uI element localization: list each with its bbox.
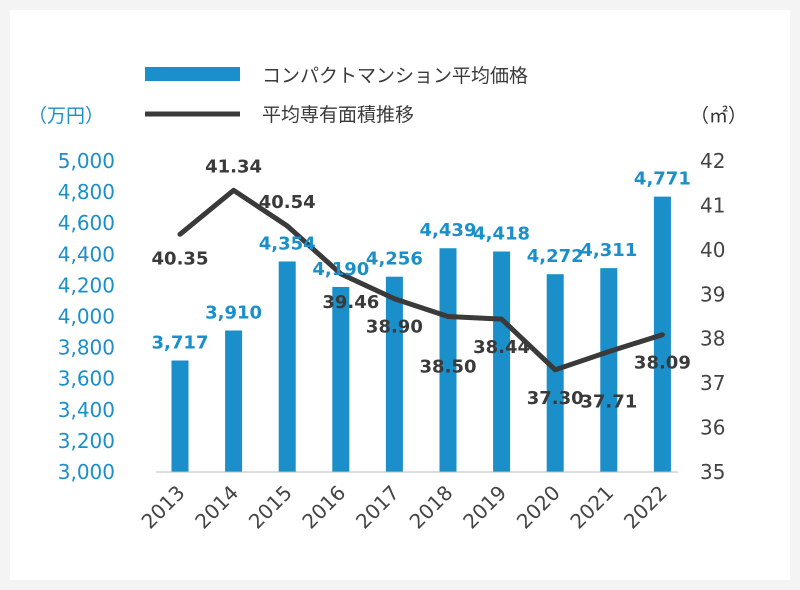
bar-2014 bbox=[225, 330, 243, 472]
y-right-tick-label: 39 bbox=[700, 282, 725, 306]
bar-value-label: 3,717 bbox=[152, 333, 209, 354]
line-value-label: 40.54 bbox=[259, 192, 316, 213]
bar-2016 bbox=[332, 286, 350, 472]
legend-bar-swatch bbox=[145, 67, 240, 81]
bar-value-label: 4,256 bbox=[366, 249, 423, 270]
line-value-label: 39.46 bbox=[322, 292, 379, 313]
bar-2015 bbox=[278, 261, 296, 472]
bar-value-label: 4,354 bbox=[259, 233, 316, 254]
bar-2019 bbox=[493, 251, 511, 472]
chart-svg: コンパクトマンション平均価格 平均専有面積推移 （万円） （㎡） 5,000 4,… bbox=[28, 65, 747, 534]
line-value-label: 38.50 bbox=[420, 357, 477, 378]
y-left-tick-label: 3,400 bbox=[58, 398, 115, 422]
line-series bbox=[177, 187, 665, 373]
bar-2017 bbox=[385, 276, 403, 472]
line-value-label: 38.90 bbox=[366, 317, 423, 338]
y-left-tick-label: 4,600 bbox=[58, 211, 115, 235]
line-value-label: 38.09 bbox=[634, 353, 691, 374]
bar-series bbox=[171, 196, 671, 472]
y-right-tick-label: 40 bbox=[700, 238, 725, 262]
y-left-tick-label: 4,400 bbox=[58, 242, 115, 266]
bar-value-label: 4,272 bbox=[527, 246, 584, 267]
line-value-label: 37.30 bbox=[527, 388, 584, 409]
y-left-unit: （万円） bbox=[28, 105, 104, 127]
y-right-tick-label: 42 bbox=[700, 149, 725, 173]
bar-value-label: 4,439 bbox=[420, 220, 477, 241]
x-tick-label: 2021 bbox=[565, 481, 618, 534]
x-tick-label: 2022 bbox=[619, 481, 672, 534]
y-right-tick-label: 41 bbox=[700, 193, 725, 217]
bar-value-label: 3,910 bbox=[205, 302, 262, 323]
y-left-tick-label: 4,000 bbox=[58, 305, 115, 329]
y-left-ticks: 5,000 4,800 4,600 4,400 4,200 4,000 3,800 3,600… bbox=[58, 149, 115, 484]
bar-2013 bbox=[171, 360, 189, 472]
x-tick-label: 2014 bbox=[190, 481, 243, 534]
bar-value-label: 4,771 bbox=[634, 169, 691, 190]
x-tick-label: 2015 bbox=[244, 481, 297, 534]
y-left-tick-label: 3,800 bbox=[58, 336, 115, 360]
legend-bar-label: コンパクトマンション平均価格 bbox=[262, 65, 528, 87]
x-tick-label: 2016 bbox=[297, 481, 350, 534]
y-left-tick-label: 3,600 bbox=[58, 367, 115, 391]
y-right-tick-label: 36 bbox=[700, 416, 725, 440]
bar-2018 bbox=[439, 248, 457, 472]
x-tick-label: 2018 bbox=[405, 481, 458, 534]
legend-line-label: 平均専有面積推移 bbox=[262, 104, 414, 126]
line-value-label: 37.71 bbox=[580, 392, 637, 413]
chart-card: コンパクトマンション平均価格 平均専有面積推移 （万円） （㎡） 5,000 4,… bbox=[10, 10, 790, 580]
y-left-tick-label: 4,800 bbox=[58, 180, 115, 204]
area-trend-line bbox=[177, 187, 665, 373]
y-left-tick-label: 5,000 bbox=[58, 149, 115, 173]
x-tick-label: 2020 bbox=[512, 481, 565, 534]
y-left-tick-label: 3,200 bbox=[58, 429, 115, 453]
bar-value-label: 4,418 bbox=[473, 224, 530, 245]
bar-value-label: 4,190 bbox=[312, 259, 369, 280]
y-right-unit: （㎡） bbox=[690, 104, 747, 127]
legend: コンパクトマンション平均価格 平均専有面積推移 bbox=[145, 65, 528, 126]
line-value-label: 41.34 bbox=[205, 156, 262, 177]
x-tick-label: 2017 bbox=[351, 481, 404, 534]
y-right-tick-label: 35 bbox=[700, 460, 725, 484]
y-right-tick-label: 37 bbox=[700, 371, 725, 395]
line-value-label: 38.44 bbox=[473, 337, 530, 358]
y-left-tick-label: 3,000 bbox=[58, 460, 115, 484]
x-ticks: 2013 2014 2015 2016 2017 2018 2019 2020 2021 2022 bbox=[137, 481, 672, 534]
y-right-tick-label: 38 bbox=[700, 327, 725, 351]
x-tick-label: 2019 bbox=[458, 481, 511, 534]
bar-value-label: 4,311 bbox=[580, 240, 637, 261]
bar-2021 bbox=[600, 268, 618, 472]
line-value-label: 40.35 bbox=[152, 248, 209, 269]
bar-2020 bbox=[546, 274, 564, 472]
y-right-ticks: 42 41 40 39 38 37 36 35 bbox=[700, 149, 725, 484]
x-tick-label: 2013 bbox=[137, 481, 190, 534]
y-left-tick-label: 4,200 bbox=[58, 273, 115, 297]
